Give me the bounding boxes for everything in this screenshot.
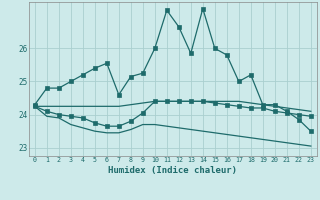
X-axis label: Humidex (Indice chaleur): Humidex (Indice chaleur): [108, 166, 237, 175]
